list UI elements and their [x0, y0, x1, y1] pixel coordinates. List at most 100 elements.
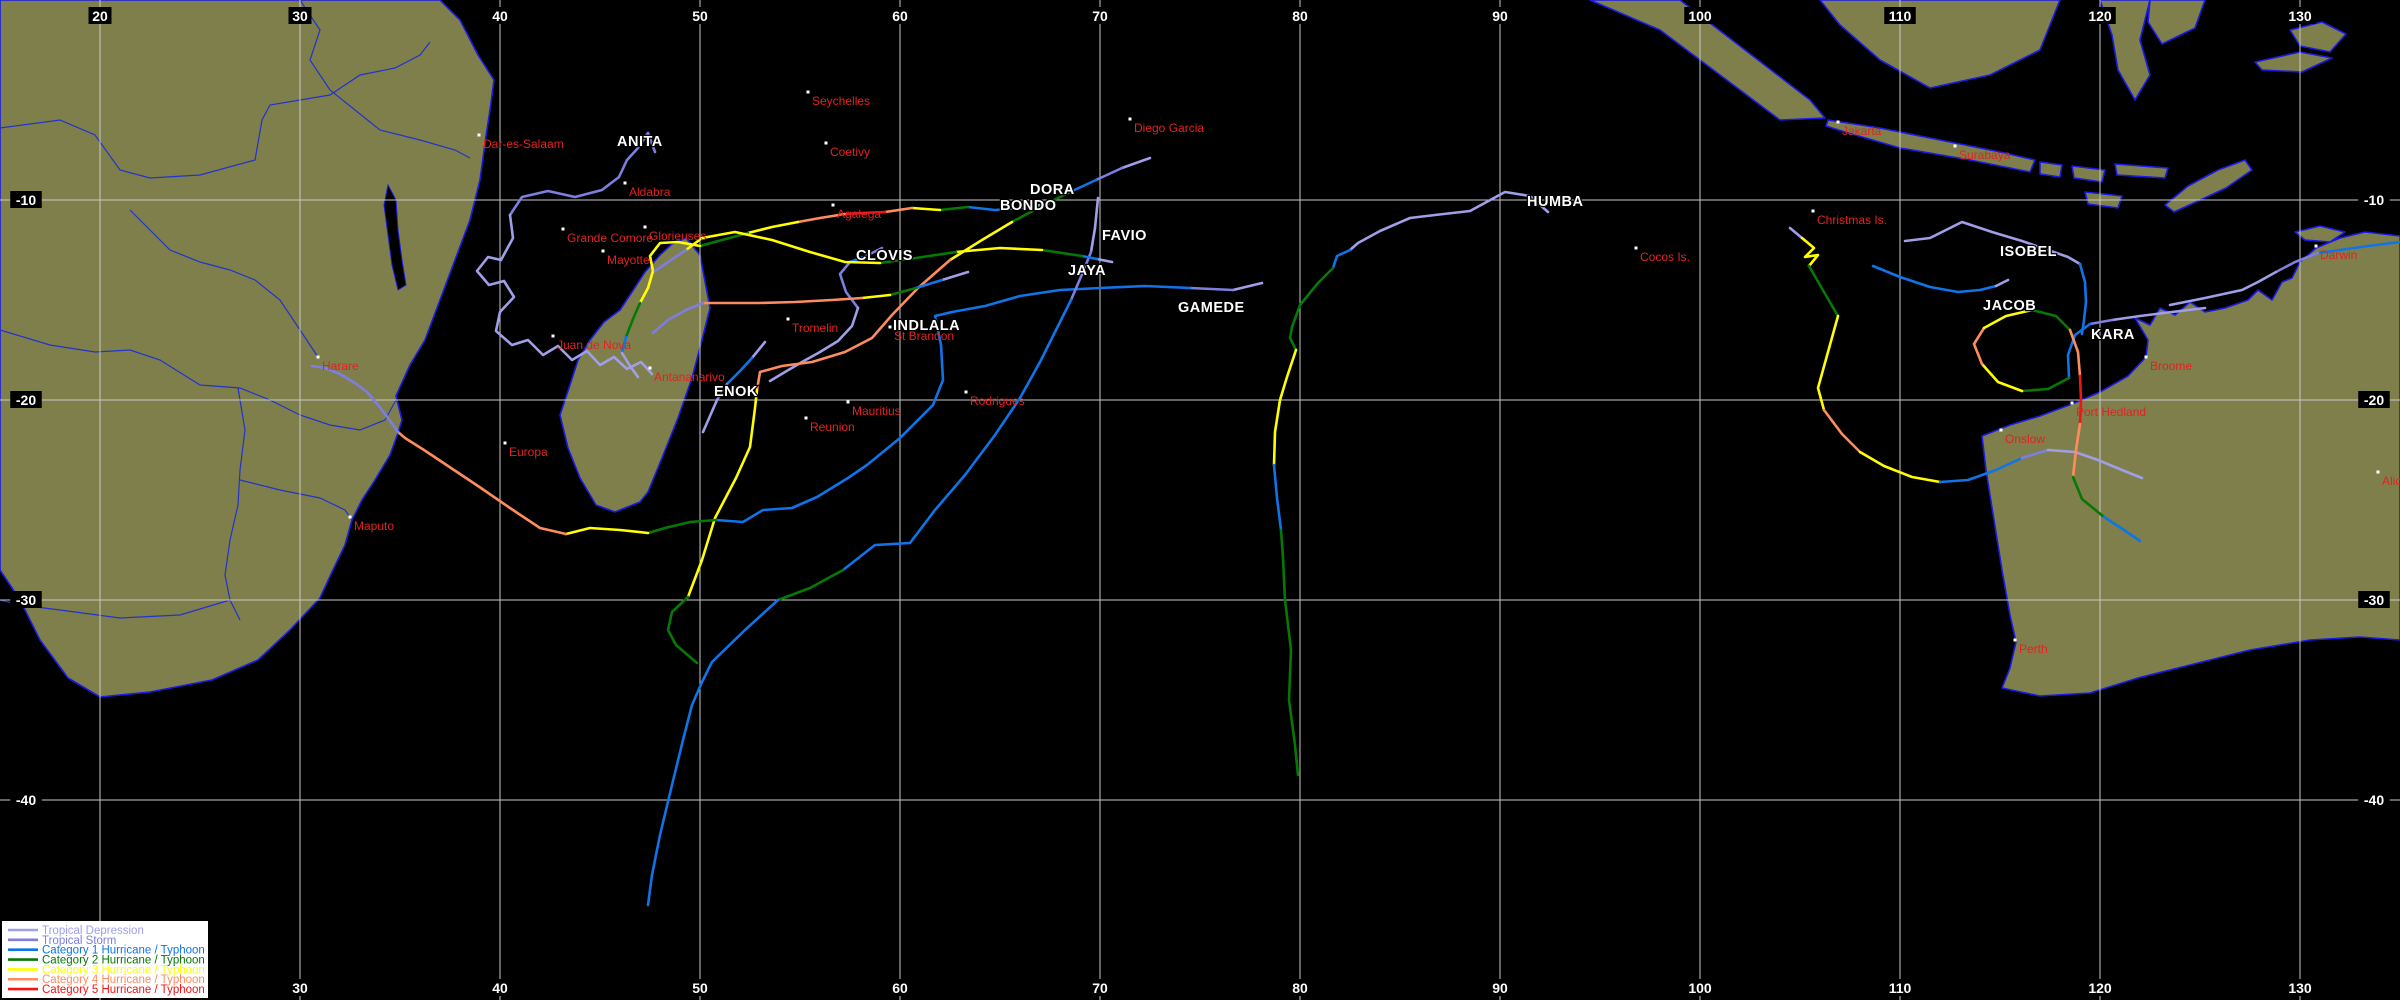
track-isobel	[1871, 220, 2088, 336]
city-dot	[2144, 355, 2148, 359]
legend-label: Category 1 Hurricane / Typhoon	[42, 945, 205, 957]
track-isobel-segment-c1	[2078, 262, 2088, 336]
storm-label-clovis: CLOVIS	[856, 248, 913, 264]
track-favio-segment-c1	[714, 284, 1192, 524]
track-jacob	[1788, 226, 2144, 484]
storm-label-bondo: BONDO	[1000, 198, 1056, 214]
legend-label: Tropical Depression	[42, 925, 144, 937]
legend-label: Tropical Storm	[42, 935, 116, 947]
lon-label-bottom-100: 100	[1684, 979, 1716, 996]
axis-label-box	[488, 7, 512, 24]
city-dot	[551, 334, 555, 338]
track-isobel-segment-td	[1994, 278, 2010, 288]
legend-label: Category 4 Hurricane / Typhoon	[42, 974, 205, 986]
storm-label-favio: FAVIO	[1102, 228, 1147, 244]
track-coastal-system-segment-c1	[2316, 240, 2400, 255]
axis-label-text: -40	[16, 792, 36, 808]
axis-label-text: 30	[292, 8, 308, 24]
track-favio-segment-c4	[396, 430, 568, 536]
lon-label-top-50: 50	[688, 7, 712, 24]
track-gamede-segment-c1	[646, 598, 780, 907]
city-seychelles: Seychelles	[806, 90, 870, 108]
track-kara-segment-ts	[2088, 318, 2114, 326]
city-dot	[477, 133, 481, 137]
track-jaya-segment-c3	[684, 230, 882, 265]
city-jakarta: Jakarta	[1836, 120, 1882, 138]
track-kara-segment-c5	[2078, 374, 2083, 426]
city-juan-de-nova: Juan de Nova	[551, 334, 631, 352]
city-label: Juan de Nova	[557, 338, 631, 352]
axis-label-text: 120	[2088, 980, 2112, 996]
legend-item-c3: Category 3 Hurricane / Typhoon	[8, 964, 205, 976]
city-mauritius: Mauritius	[846, 400, 901, 418]
city-perth: Perth	[2013, 638, 2048, 656]
axis-label-box	[2084, 7, 2116, 24]
track-jacob-segment-c3	[1800, 236, 1820, 268]
axis-label-text: 70	[1092, 8, 1108, 24]
axis-label-box	[2284, 979, 2316, 996]
track-clovis-segment-td	[768, 306, 860, 383]
track-isobel-segment-c1	[1871, 264, 1998, 294]
landmass-seram	[2254, 51, 2333, 73]
axis-label-box	[2358, 391, 2390, 408]
city-dot	[601, 249, 605, 253]
track-kara-segment-c2	[2020, 376, 2071, 393]
track-dora-segment-c1	[1066, 178, 1098, 195]
track-jaya	[653, 230, 1114, 273]
city-dot	[964, 390, 968, 394]
city-dot	[804, 416, 808, 420]
track-dora-segment-c4	[755, 258, 952, 392]
track-humba-segment-c1	[1272, 463, 1283, 532]
track-anita	[475, 131, 657, 376]
axis-label-box	[688, 7, 712, 24]
axis-labels: 2020303040405050606070708080909010010011…	[10, 7, 2390, 996]
city-label: Aldabra	[629, 185, 671, 199]
river-border-line-1	[0, 41, 431, 179]
city-darwin: Darwin	[2314, 244, 2357, 262]
city-antananarivo: Antananarivo	[648, 366, 725, 384]
landmass-melville	[2294, 225, 2346, 243]
river-border-line-4	[224, 387, 246, 621]
track-favio-segment-c2	[646, 518, 718, 535]
axis-label-box	[1088, 979, 1112, 996]
city-label: Harare	[322, 359, 359, 373]
track-humba-segment-c2	[1279, 528, 1300, 777]
track-bondo-segment-c2	[698, 231, 750, 248]
city-label: Darwin	[2320, 248, 2357, 262]
axis-label-box	[10, 191, 42, 208]
axis-label-box	[1884, 7, 1916, 24]
track-jacob-segment-c3	[1816, 314, 1840, 412]
track-bondo-segment-c2	[938, 205, 970, 212]
city-dot	[503, 441, 507, 445]
city-label: Dar-es-Salaam	[483, 137, 564, 151]
track-kara-segment-c4	[2068, 328, 2082, 378]
track-favio-segment-ts	[310, 364, 400, 434]
city-label: Seychelles	[812, 94, 870, 108]
axis-label-box	[2358, 191, 2390, 208]
city-surabaya: Surabaya	[1953, 144, 2011, 162]
lon-label-top-100: 100	[1684, 7, 1716, 24]
storm-label-dora: DORA	[1030, 182, 1075, 198]
legend-item-c5: Category 5 Hurricane / Typhoon	[8, 984, 205, 996]
track-indlala-segment-c3	[860, 293, 892, 300]
track-coastal-system	[2168, 240, 2400, 307]
axis-label-text: -10	[16, 192, 36, 208]
axis-label-box	[1684, 979, 1716, 996]
track-jaya-segment-td	[1095, 257, 1114, 264]
lon-label-bottom-70: 70	[1088, 979, 1112, 996]
storm-label-kara: KARA	[2091, 327, 2135, 343]
track-anita-segment-ts	[508, 131, 657, 217]
track-jaya-segment-c3	[954, 246, 1044, 254]
city-dot	[2070, 401, 2074, 405]
lon-label-bottom-130: 130	[2284, 979, 2316, 996]
axis-label-text: 90	[1492, 8, 1508, 24]
track-enok-segment-ts	[715, 382, 729, 402]
storm-label-isobel: ISOBEL	[2000, 244, 2057, 260]
axis-label-text: 120	[2088, 8, 2112, 24]
track-favio-segment-c3	[564, 526, 650, 536]
storm-label-jaya: JAYA	[1068, 263, 1106, 279]
lon-label-top-30: 30	[288, 7, 312, 24]
city-dot	[1811, 209, 1815, 213]
